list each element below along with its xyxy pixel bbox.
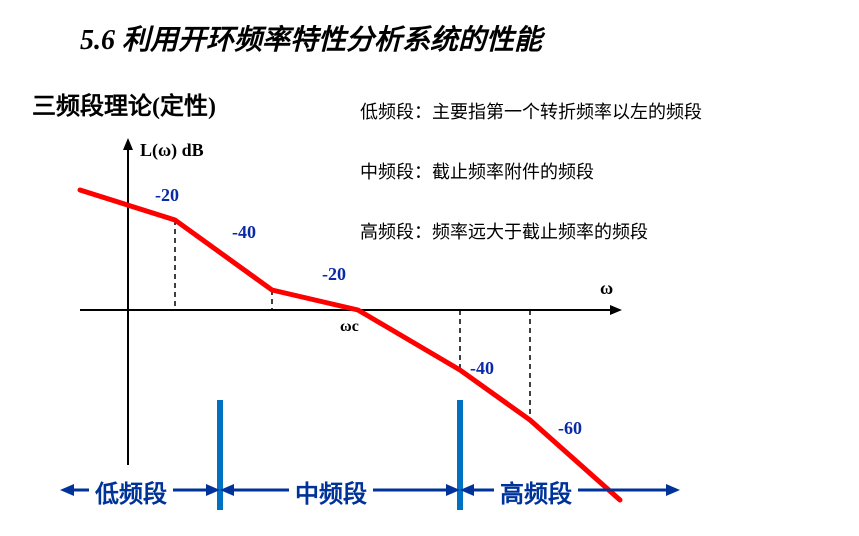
slope-2: -40 [232,222,256,243]
y-axis-label: L(ω) dB [140,140,204,161]
slope-4: -40 [470,358,494,379]
band-high-label: 高频段 [500,474,572,509]
bode-diagram [0,0,859,536]
band-mid-label: 中频段 [295,474,367,509]
slope-5: -60 [558,418,582,439]
band-low-label: 低频段 [95,474,167,509]
wc-label: ωc [340,318,359,336]
x-axis-label: ω [600,278,613,299]
slope-3: -20 [322,264,346,285]
slope-1: -20 [155,185,179,206]
